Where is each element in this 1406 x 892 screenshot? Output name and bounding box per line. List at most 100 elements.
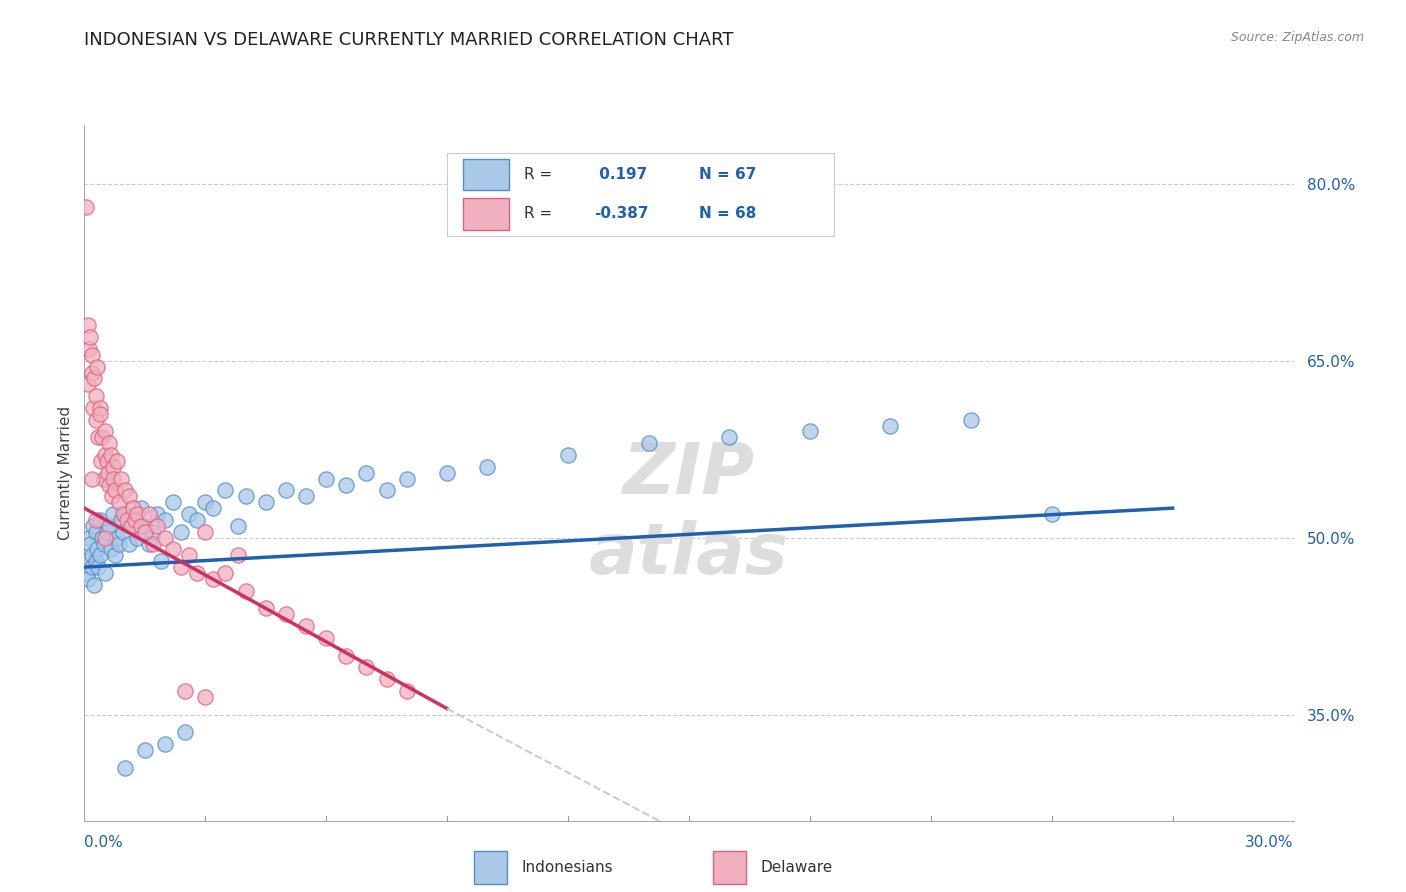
Point bbox=[97, 518, 120, 533]
Point bbox=[274, 483, 297, 498]
Point bbox=[104, 549, 127, 563]
Point bbox=[120, 518, 142, 533]
Point bbox=[100, 489, 122, 503]
Text: R =: R = bbox=[524, 206, 553, 221]
Point bbox=[83, 578, 105, 592]
Point bbox=[375, 483, 398, 498]
Point bbox=[118, 536, 141, 550]
Point bbox=[94, 425, 117, 439]
Text: ZIP
atlas: ZIP atlas bbox=[589, 440, 789, 589]
Text: R =: R = bbox=[524, 167, 553, 182]
Point bbox=[235, 583, 257, 598]
Point bbox=[110, 472, 132, 486]
Point bbox=[186, 566, 208, 580]
Point bbox=[96, 454, 118, 468]
Point bbox=[395, 684, 418, 698]
Point bbox=[101, 507, 124, 521]
Point bbox=[87, 560, 110, 574]
FancyBboxPatch shape bbox=[474, 851, 508, 883]
Point bbox=[98, 477, 121, 491]
Point bbox=[93, 531, 115, 545]
Point bbox=[557, 448, 579, 462]
Point bbox=[395, 472, 418, 486]
Point bbox=[90, 454, 112, 468]
Point bbox=[100, 542, 122, 557]
Point bbox=[879, 418, 901, 433]
Point bbox=[718, 430, 741, 444]
Point bbox=[77, 531, 100, 545]
Point bbox=[114, 483, 136, 498]
Point bbox=[125, 507, 148, 521]
Text: N = 67: N = 67 bbox=[699, 167, 756, 182]
Point bbox=[149, 554, 172, 568]
Point bbox=[96, 524, 118, 539]
Point bbox=[637, 436, 659, 450]
Point bbox=[89, 401, 111, 415]
Text: 0.197: 0.197 bbox=[595, 167, 647, 182]
Point bbox=[115, 513, 138, 527]
Point bbox=[174, 725, 197, 739]
Point bbox=[202, 572, 225, 586]
Point bbox=[1040, 507, 1063, 521]
Point bbox=[91, 430, 114, 444]
Point bbox=[77, 572, 100, 586]
Point bbox=[315, 472, 337, 486]
Point bbox=[162, 542, 184, 557]
Point bbox=[295, 619, 318, 633]
Point bbox=[82, 518, 104, 533]
Y-axis label: Currently Married: Currently Married bbox=[58, 406, 73, 540]
Text: 30.0%: 30.0% bbox=[1246, 836, 1294, 850]
Point bbox=[84, 524, 107, 539]
Point bbox=[214, 483, 236, 498]
Point bbox=[194, 690, 217, 704]
Point bbox=[194, 524, 217, 539]
Point bbox=[114, 507, 136, 521]
Point bbox=[118, 489, 141, 503]
Point bbox=[80, 549, 103, 563]
Point bbox=[86, 359, 108, 374]
Point bbox=[76, 318, 98, 333]
Point bbox=[107, 536, 129, 550]
Point bbox=[124, 513, 146, 527]
Point bbox=[105, 531, 128, 545]
Point bbox=[134, 524, 156, 539]
Point bbox=[82, 560, 104, 574]
Point bbox=[170, 560, 193, 574]
Point bbox=[121, 518, 143, 533]
Point bbox=[125, 531, 148, 545]
Point bbox=[153, 531, 176, 545]
Point bbox=[146, 518, 169, 533]
Point bbox=[86, 389, 108, 403]
Point bbox=[315, 631, 337, 645]
Point bbox=[142, 524, 165, 539]
Point bbox=[138, 507, 160, 521]
Point bbox=[202, 501, 225, 516]
Point bbox=[179, 507, 201, 521]
Point bbox=[89, 549, 111, 563]
Point bbox=[335, 648, 357, 663]
Point bbox=[93, 472, 115, 486]
Text: -0.387: -0.387 bbox=[595, 206, 648, 221]
Point bbox=[79, 536, 101, 550]
Point bbox=[254, 495, 277, 509]
Point bbox=[76, 566, 98, 580]
Text: INDONESIAN VS DELAWARE CURRENTLY MARRIED CORRELATION CHART: INDONESIAN VS DELAWARE CURRENTLY MARRIED… bbox=[84, 31, 734, 49]
Point bbox=[97, 466, 120, 480]
FancyBboxPatch shape bbox=[463, 159, 509, 190]
Point bbox=[105, 454, 128, 468]
Point bbox=[214, 566, 236, 580]
Point bbox=[129, 501, 152, 516]
Point bbox=[960, 413, 983, 427]
Text: N = 68: N = 68 bbox=[699, 206, 756, 221]
FancyBboxPatch shape bbox=[713, 851, 747, 883]
Point bbox=[75, 554, 97, 568]
Point bbox=[335, 477, 357, 491]
Point bbox=[254, 601, 277, 615]
Point bbox=[111, 524, 134, 539]
Point bbox=[295, 489, 318, 503]
Point bbox=[83, 371, 105, 385]
Point bbox=[97, 436, 120, 450]
Point bbox=[129, 518, 152, 533]
Point bbox=[226, 518, 249, 533]
Point bbox=[100, 448, 122, 462]
